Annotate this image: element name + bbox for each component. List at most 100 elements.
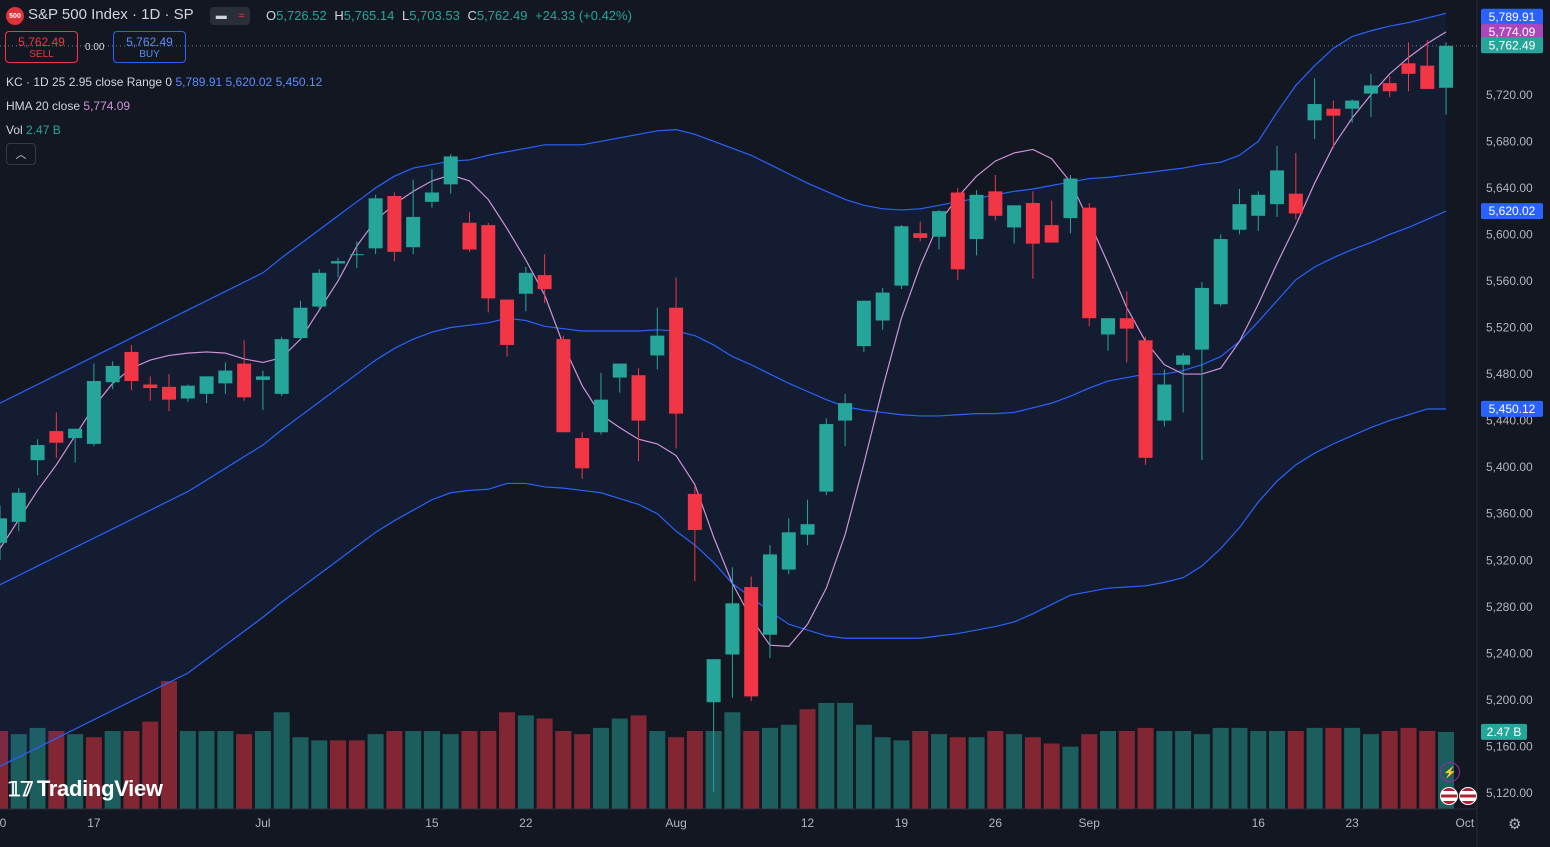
gear-icon[interactable]: ⚙: [1508, 816, 1522, 833]
us-flag-icon[interactable]: us: [1440, 787, 1458, 805]
volume-bar: [104, 731, 121, 809]
x-tick-label: Jul: [255, 816, 270, 830]
volume-bar: [1325, 727, 1342, 809]
keltner-channel-fill: [0, 13, 1447, 767]
hma-value: 5,774.09: [83, 99, 131, 113]
volume-bar: [724, 712, 741, 809]
volume-bar: [292, 737, 309, 809]
candle-body: [856, 300, 871, 347]
candle-body: [1420, 65, 1435, 89]
candle-toggle-icon[interactable]: ▬ ≈: [210, 7, 250, 25]
volume-bar: [1081, 734, 1098, 809]
x-tick-label: 16: [1252, 816, 1266, 830]
candle-body: [1007, 205, 1022, 228]
volume-bar: [10, 734, 27, 809]
candles: [0, 40, 1454, 792]
candle-body: [1307, 104, 1322, 121]
buy-price: 5,762.49: [126, 35, 173, 49]
volume-bar: [1269, 731, 1286, 809]
high-value: 5,765.14: [343, 8, 395, 23]
flash-icon[interactable]: ⚡: [1440, 762, 1460, 782]
candle-body: [762, 554, 777, 635]
symbol-title[interactable]: S&P 500 Index · 1D · SP: [28, 6, 194, 23]
x-tick-label: 22: [519, 816, 533, 830]
volume-bar: [1212, 727, 1229, 809]
volume-bar: [29, 727, 46, 809]
candle-body: [988, 191, 1003, 216]
candle-body: [0, 518, 7, 543]
volume-bar: [630, 715, 647, 809]
x-tick-label: Sep: [1079, 816, 1101, 830]
kc-upper-tag-bg: [1481, 8, 1543, 25]
y-tick-label: 5,440.00: [1486, 414, 1533, 428]
volume-bar: [574, 734, 591, 809]
kc-legend[interactable]: KC · 1D 25 2.95 close Range 0 5,789.91 5…: [6, 75, 323, 89]
candle-body: [706, 659, 721, 703]
volume-bar: [236, 734, 253, 809]
x-tick-label: Oct: [1456, 816, 1475, 830]
candle-body: [838, 403, 853, 421]
volume-bars: [0, 681, 1455, 809]
candle-body: [1363, 85, 1378, 94]
candle-body: [443, 156, 458, 185]
candle-body: [1025, 202, 1040, 244]
y-tick-label: 5,680.00: [1486, 134, 1533, 148]
us-flag-icon-2[interactable]: us: [1459, 787, 1477, 805]
volume-bar: [1156, 731, 1173, 809]
y-tick-label: 5,600.00: [1486, 227, 1533, 241]
x-tick-label: 23: [1345, 816, 1359, 830]
kc-upper-value: 5,789.91: [175, 75, 223, 89]
y-tick-label: 5,640.00: [1486, 181, 1533, 195]
price-axis: 5,120.00 5,160.00 5,200.00 5,240.00 5,280.00…: [1486, 88, 1533, 800]
vol-legend[interactable]: Vol 2.47 B: [6, 123, 61, 137]
candle-body: [556, 339, 571, 433]
spread-value: 0.00: [85, 42, 105, 53]
kc-upper-tag: 5,789.91: [1489, 10, 1536, 24]
volume-bar: [179, 731, 196, 809]
x-tick-label: 17: [87, 816, 101, 830]
candle-body: [293, 307, 308, 338]
candle-body: [593, 399, 608, 433]
x-tick-label: 26: [989, 816, 1003, 830]
volume-bar: [743, 731, 760, 809]
volume-bar: [1419, 731, 1436, 809]
x-tick-label: Aug: [665, 816, 686, 830]
volume-bar: [1062, 746, 1079, 809]
candle-body: [932, 211, 946, 237]
volume-bar: [311, 740, 328, 809]
indicator-lines: [0, 12, 1477, 767]
candle-body: [575, 438, 590, 469]
hma-legend[interactable]: HMA 20 close 5,774.09: [6, 99, 131, 113]
candle-body: [1138, 340, 1153, 458]
candle-body: [1382, 83, 1397, 92]
volume-bar: [85, 737, 102, 809]
volume-bar: [442, 734, 459, 809]
kc-upper-line: [0, 12, 1447, 404]
candle-body: [1345, 100, 1360, 109]
volume-bar: [1043, 743, 1060, 809]
volume-bar: [48, 731, 65, 809]
collapse-legend-button[interactable]: ︿: [6, 143, 36, 165]
volume-bar: [254, 731, 271, 809]
vol-value: 2.47 B: [26, 123, 61, 137]
volume-bar: [1250, 731, 1267, 809]
volume-bar: [855, 724, 872, 809]
candle-body: [124, 351, 139, 382]
candle-body: [1270, 170, 1285, 205]
candle-body: [1194, 287, 1209, 350]
candle-body: [481, 225, 496, 299]
candle-body: [1401, 63, 1416, 74]
volume-bar: [555, 731, 572, 809]
candle-body: [781, 532, 796, 570]
candle-body: [462, 222, 477, 250]
sell-button[interactable]: 5,762.49 SELL: [5, 31, 78, 63]
buy-button[interactable]: 5,762.49 BUY: [113, 31, 186, 63]
volume-bar: [0, 731, 8, 809]
volume-bar: [1006, 734, 1023, 809]
y-tick-label: 5,560.00: [1486, 274, 1533, 288]
candle-body: [1082, 207, 1097, 319]
volume-bar: [968, 737, 985, 809]
kc-middle-value: 5,620.02: [225, 75, 273, 89]
volume-bar: [217, 731, 234, 809]
